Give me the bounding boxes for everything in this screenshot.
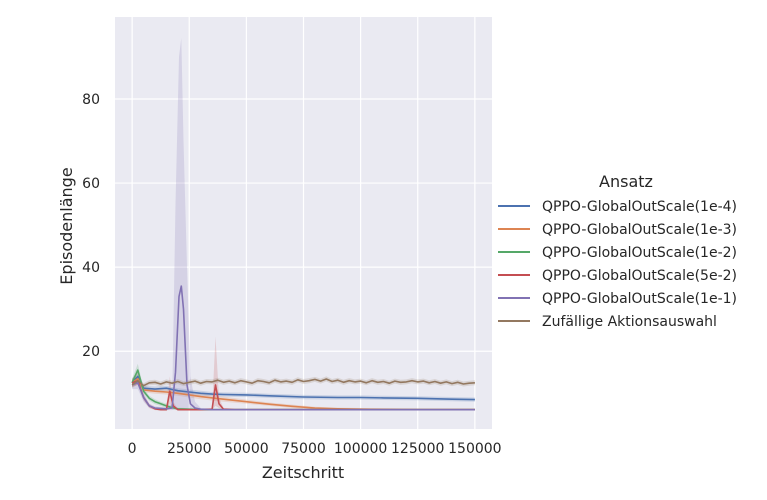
x-axis-label: Zeitschritt	[262, 463, 344, 482]
series-line-qppo-globaloutscale-1e-1	[131, 285, 475, 411]
legend: Ansatz QPPO-GlobalOutScale(1e-4) QPPO-Glo…	[498, 172, 737, 330]
legend-label: QPPO-GlobalOutScale(5e-2)	[542, 268, 737, 284]
series-line-qppo-globaloutscale-1e-4	[131, 375, 475, 401]
x-tick-label: 25000	[167, 441, 212, 457]
series-line-zuf-llige-aktionsauswahl	[131, 378, 475, 387]
y-tick-label: 20	[82, 344, 100, 360]
legend-label: QPPO-GlobalOutScale(1e-2)	[542, 245, 737, 261]
x-tick-labels: 0 25000 50000 75000 100000 125000 150000	[128, 441, 502, 457]
legend-label: QPPO-GlobalOutScale(1e-3)	[542, 222, 737, 238]
grid-lines	[115, 17, 492, 429]
y-tick-label: 80	[82, 92, 100, 108]
series-lines	[131, 285, 475, 411]
legend-label: QPPO-GlobalOutScale(1e-4)	[542, 199, 737, 215]
x-tick-label: 50000	[224, 441, 269, 457]
legend-title: Ansatz	[599, 172, 653, 191]
band-qppo-globaloutscale-5e-2	[132, 336, 475, 411]
x-tick-label: 0	[128, 441, 137, 457]
x-tick-label: 100000	[334, 441, 387, 457]
x-tick-label: 125000	[391, 441, 444, 457]
legend-label: QPPO-GlobalOutScale(1e-1)	[542, 291, 737, 307]
y-tick-label: 40	[82, 260, 100, 276]
y-axis-label: Episodenlänge	[57, 167, 76, 284]
y-tick-labels: 20 40 60 80	[82, 92, 100, 360]
x-tick-label: 150000	[448, 441, 501, 457]
y-tick-label: 60	[82, 176, 100, 192]
x-tick-label: 75000	[281, 441, 326, 457]
legend-label: Zufällige Aktionsauswahl	[542, 314, 717, 330]
